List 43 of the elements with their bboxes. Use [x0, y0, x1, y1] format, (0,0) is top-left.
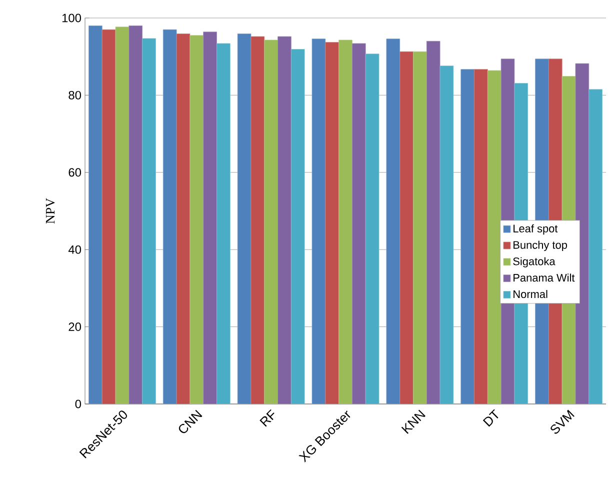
bar	[250, 36, 265, 404]
bar	[102, 29, 116, 404]
bar	[190, 35, 204, 404]
bar	[426, 40, 440, 404]
bar	[142, 38, 156, 404]
bar	[460, 69, 474, 404]
legend-label: Leaf spot	[514, 224, 558, 235]
bar	[128, 26, 143, 404]
bar	[115, 26, 130, 404]
bar	[203, 32, 217, 404]
legend-label: Normal	[514, 290, 548, 298]
bar	[487, 70, 502, 404]
y-tick-label: 80	[68, 90, 82, 100]
bar	[162, 29, 177, 404]
legend-label: Bunchy top	[514, 240, 567, 251]
bar	[413, 51, 427, 404]
y-tick-label: 0	[75, 400, 82, 408]
bar	[278, 36, 292, 404]
y-tick-label: 60	[68, 168, 82, 177]
x-tick-label: DT	[482, 409, 498, 427]
bar	[237, 34, 252, 404]
bar	[176, 34, 190, 404]
bar	[325, 42, 340, 404]
y-tick-label: 40	[68, 245, 82, 254]
legend-label: Sigatoka	[513, 257, 556, 268]
bar	[88, 26, 102, 404]
bar	[216, 43, 230, 404]
bar	[588, 89, 602, 404]
bar	[338, 40, 352, 404]
bar	[264, 40, 278, 404]
y-tick-label: 100	[62, 14, 82, 22]
y-axis-title: NPV	[46, 198, 55, 224]
x-tick-label: RF	[260, 409, 274, 427]
bar	[386, 38, 400, 404]
bar	[440, 66, 454, 404]
bar	[352, 43, 366, 404]
legend-label: Panama Wilt	[514, 274, 575, 282]
bar	[365, 54, 380, 404]
y-tick-label: 20	[68, 322, 82, 332]
bar	[312, 38, 326, 404]
bar	[474, 69, 488, 404]
bar	[290, 49, 305, 404]
bar	[400, 51, 414, 404]
